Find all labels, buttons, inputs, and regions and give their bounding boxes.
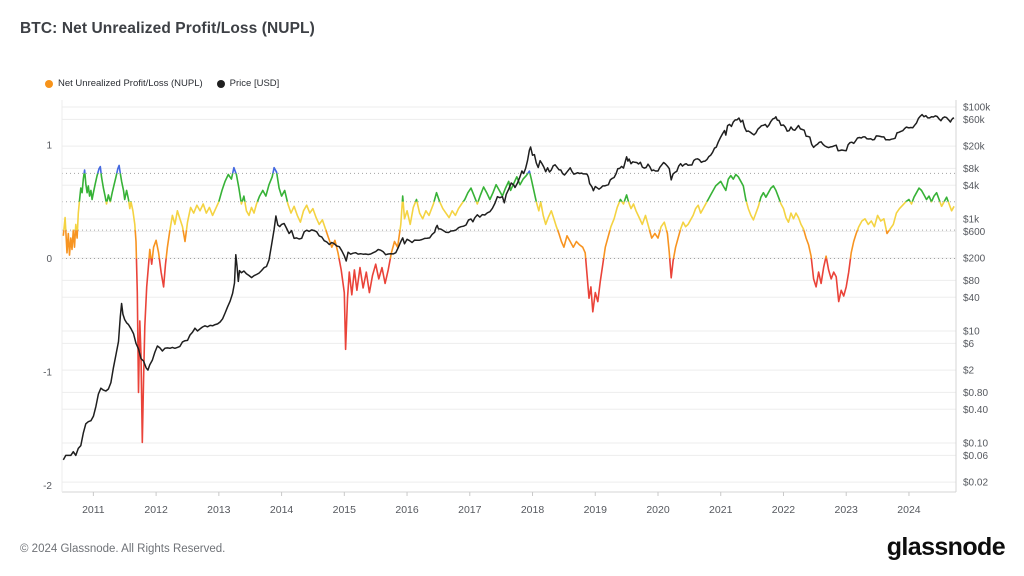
right-axis-tick-label: $600: [963, 227, 986, 238]
x-axis-tick-label: 2015: [333, 504, 357, 516]
nupl-line-segment: [78, 173, 950, 202]
glassnode-logo[interactable]: glassnode: [886, 533, 1006, 561]
x-axis-tick-label: 2020: [646, 504, 670, 516]
right-axis-tick-label: $100k: [963, 103, 991, 114]
page-title: BTC: Net Unrealized Profit/Loss (NUPL): [20, 20, 315, 37]
x-axis-tick-label: 2023: [835, 504, 859, 516]
left-axis-tick-label: 1: [46, 141, 52, 152]
chart-plot-area[interactable]: [62, 100, 956, 492]
x-axis-tick-label: 2018: [521, 504, 545, 516]
left-axis-tick-label: -2: [43, 481, 52, 492]
right-axis-tick-label: $0.40: [963, 405, 988, 416]
right-axis-tick-label: $8k: [963, 164, 980, 175]
left-axis-tick-label: 0: [46, 254, 52, 265]
nupl-line-segment: [62, 230, 891, 259]
legend-label-nupl: Net Unrealized Profit/Loss (NUPL): [58, 78, 203, 89]
right-axis-tick-label: $0.10: [963, 439, 988, 450]
axis-labels: $100k$60k$20k$8k$4k$1k$600$200$80$40$10$…: [43, 103, 991, 517]
right-axis-tick-label: $0.02: [963, 478, 988, 489]
series: [62, 113, 955, 461]
x-axis-tick-label: 2022: [772, 504, 796, 516]
legend-item-nupl[interactable]: Net Unrealized Profit/Loss (NUPL): [45, 78, 203, 89]
x-axis-tick-label: 2019: [584, 504, 608, 516]
legend: Net Unrealized Profit/Loss (NUPL) Price …: [45, 78, 279, 89]
legend-label-price: Price [USD]: [229, 78, 280, 89]
x-axis-tick-label: 2011: [82, 504, 105, 516]
right-axis-tick-label: $2: [963, 366, 975, 377]
axes: [61, 100, 957, 496]
nupl-legend-dot-icon: [45, 79, 53, 88]
right-axis-tick-label: $0.80: [963, 388, 988, 399]
x-axis-tick-label: 2014: [270, 504, 294, 516]
right-axis-tick-label: $10: [963, 327, 980, 338]
right-axis-tick-label: $6: [963, 339, 975, 350]
x-axis-tick-label: 2012: [144, 504, 168, 516]
right-axis-tick-label: $40: [963, 293, 980, 304]
right-axis-tick-label: $60k: [963, 115, 986, 126]
left-axis-tick-label: -1: [43, 368, 52, 379]
copyright-text: © 2024 Glassnode. All Rights Reserved.: [20, 543, 226, 555]
right-axis-tick-label: $0.06: [963, 451, 988, 462]
right-axis-tick-label: $4k: [963, 181, 980, 192]
nupl-line-segment: [63, 201, 955, 231]
right-axis-tick-label: $200: [963, 254, 986, 265]
x-axis-tick-label: 2017: [458, 504, 482, 516]
legend-item-price[interactable]: Price [USD]: [216, 78, 280, 89]
gridlines: [62, 106, 956, 483]
x-axis-tick-label: 2021: [709, 504, 733, 516]
right-axis-tick-label: $80: [963, 276, 980, 287]
price-line: [62, 113, 955, 461]
x-axis-tick-label: 2024: [897, 504, 921, 516]
x-axis-tick-label: 2016: [395, 504, 419, 516]
right-axis-tick-label: $20k: [963, 142, 986, 153]
right-axis-tick-label: $1k: [963, 215, 980, 226]
x-axis-tick-label: 2013: [207, 504, 231, 516]
price-legend-dot-icon: [216, 79, 225, 88]
